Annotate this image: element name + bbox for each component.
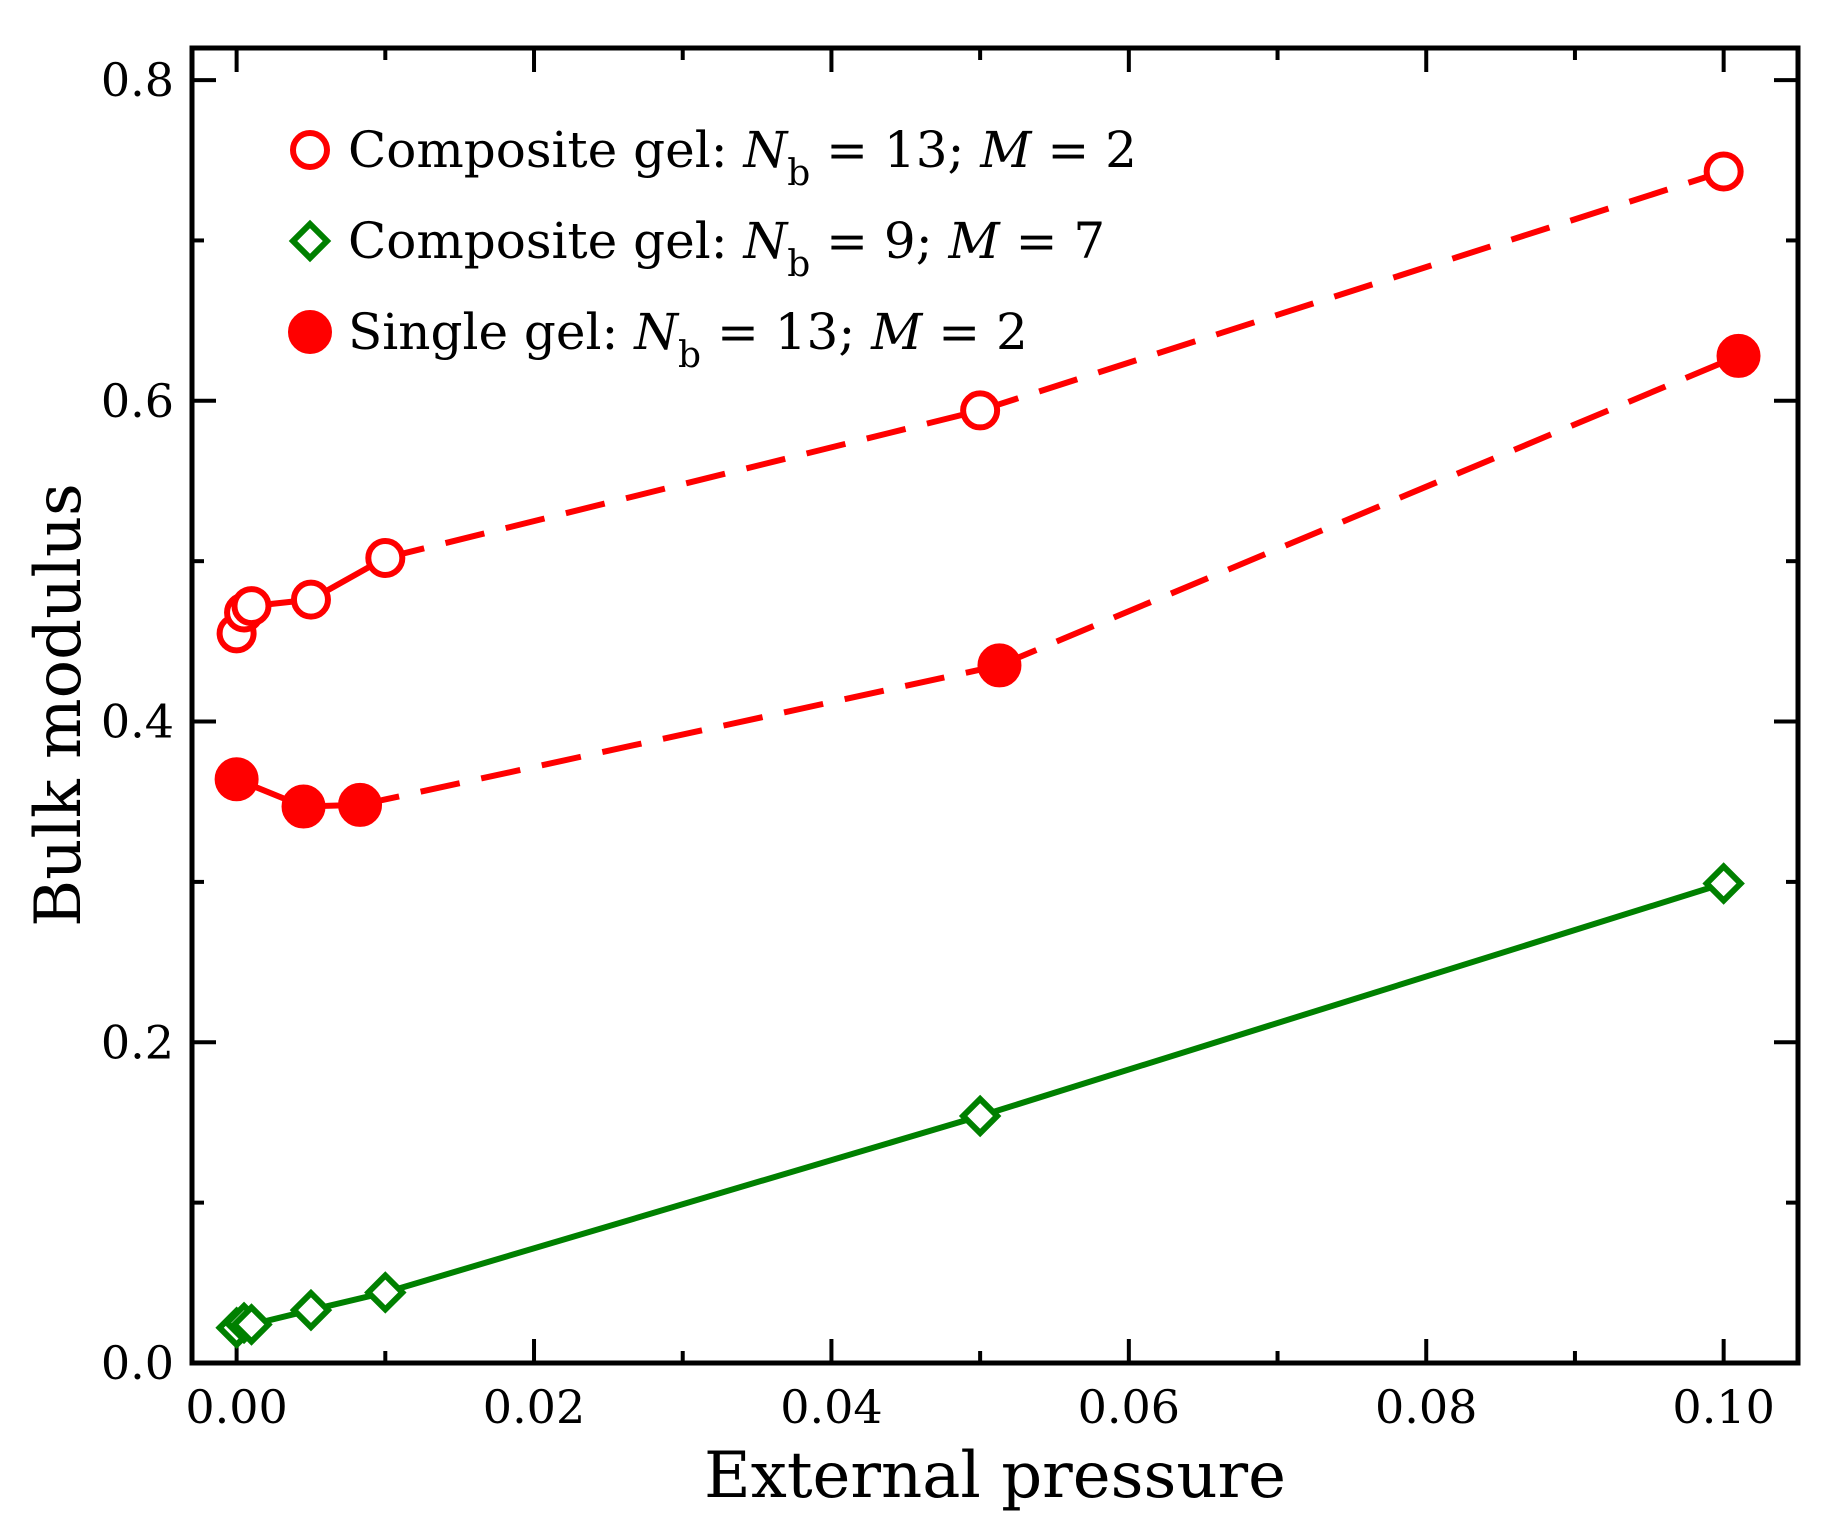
y-axis-title: Bulk modulus (22, 483, 96, 927)
data-point (230, 1303, 273, 1346)
data-point (281, 784, 326, 829)
plot-frame (189, 45, 1801, 1366)
y-tick-label: 0.8 (101, 53, 174, 107)
data-point (364, 1271, 407, 1314)
data-point (958, 1094, 1002, 1138)
legend-text-var1: N (742, 121, 789, 179)
legend-text-var2: M (947, 212, 1001, 270)
series-layer (214, 151, 1761, 1349)
series-solid-segment (979, 880, 1725, 1119)
data-point (214, 757, 259, 802)
data-point (1716, 333, 1761, 378)
series-composite-nb9-m7 (215, 862, 1745, 1349)
legend-entry: Composite gel: Nb = 13; M = 2 (348, 121, 1137, 194)
legend-text-suffix: = 2 (1031, 121, 1137, 179)
x-axis-title: External pressure (704, 1439, 1286, 1513)
legend-text-var2: M (870, 303, 924, 361)
legend-text-sub: b (787, 153, 810, 194)
data-point (1702, 862, 1745, 905)
y-tick-label: 0.2 (101, 1015, 174, 1069)
data-point (338, 782, 383, 827)
legend-marker (288, 219, 332, 263)
legend-text-suffix: = 2 (922, 303, 1028, 361)
y-tick-label: 0.0 (101, 1336, 174, 1390)
legend-marker (290, 130, 330, 170)
legend-text-var2: M (979, 121, 1033, 179)
series-solid-segment (384, 1113, 981, 1296)
legend-text-mid: = 13; (810, 121, 980, 179)
legend-text-prefix: Composite gel: (348, 121, 743, 179)
x-tick-label: 0.08 (1375, 1380, 1477, 1434)
series-dashed-segment (998, 353, 1740, 669)
data-point (290, 579, 331, 620)
legend-text-suffix: = 7 (1000, 212, 1106, 270)
series-dashed-segment (979, 168, 1725, 414)
x-tick-label: 0.06 (1078, 1380, 1180, 1434)
legend-text-prefix: Single gel: (348, 303, 634, 361)
legend-text-var1: N (633, 303, 680, 361)
legend-text-mid: = 13; (701, 303, 871, 361)
series-dashed-segment (359, 662, 1001, 808)
legend-text-mid: = 9; (810, 212, 948, 270)
data-point (977, 643, 1022, 688)
series-composite-nb13-m2 (216, 151, 1744, 654)
x-tick-label: 0.04 (780, 1380, 882, 1434)
y-tick-label: 0.6 (101, 374, 174, 428)
x-tick-label: 0.10 (1672, 1380, 1774, 1434)
legend-entry: Single gel: Nb = 13; M = 2 (348, 303, 1028, 376)
data-point (289, 1288, 333, 1332)
legend-marker (288, 310, 332, 354)
legend-text-prefix: Composite gel: (348, 212, 743, 270)
data-point (365, 537, 406, 578)
data-point (960, 390, 1001, 431)
data-point (231, 586, 272, 627)
legend-text-sub: b (787, 244, 810, 285)
legend-text-var1: N (742, 212, 789, 270)
legend-entry: Composite gel: Nb = 9; M = 7 (348, 212, 1105, 285)
x-tick-label: 0.00 (185, 1380, 287, 1434)
series-single-nb13-m2 (214, 333, 1761, 829)
series-dashed-segment (384, 407, 981, 561)
data-point (1703, 151, 1744, 192)
x-tick-label: 0.02 (483, 1380, 585, 1434)
tick-labels: 0.00 0.02 0.04 0.06 0.08 0.10 0.0 0.2 0.4 0.6 0.8 (101, 53, 1775, 1434)
y-tick-label: 0.4 (101, 695, 174, 749)
legend-text-sub: b (678, 335, 701, 376)
